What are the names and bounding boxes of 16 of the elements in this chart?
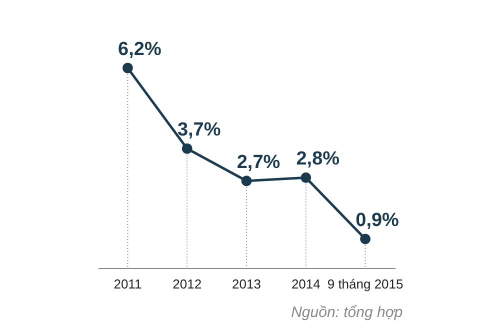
data-label: 2,7% (236, 152, 280, 173)
data-label: 6,2% (118, 39, 162, 60)
point (182, 143, 192, 154)
x-tick-label: 2014 (291, 276, 320, 292)
point (122, 62, 133, 74)
x-tick-label: 2012 (172, 276, 202, 292)
data-label: 2,8% (296, 148, 340, 170)
text: Nguồn: tổng hợp (291, 304, 403, 321)
point (241, 176, 252, 186)
x-tick-label: 2013 (232, 276, 261, 292)
data-label: 3,7% (177, 120, 221, 141)
point (300, 172, 312, 183)
x-tick-label: 9 tháng 2015 (327, 276, 404, 292)
data-label: 0,9% (356, 210, 400, 231)
x-tick-label: 2011 (114, 276, 142, 292)
point (360, 234, 371, 244)
